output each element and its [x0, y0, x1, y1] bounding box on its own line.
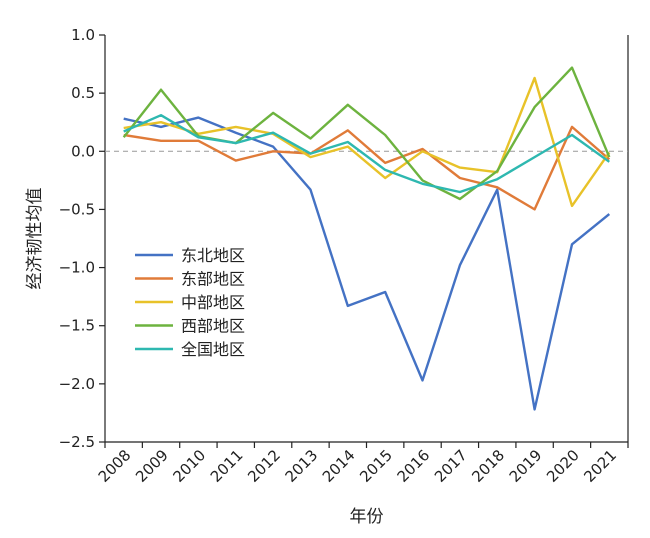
y-tick-label: 0.0: [71, 142, 95, 160]
series-line-1: [123, 116, 611, 411]
y-tick-label: −1.0: [59, 259, 95, 277]
legend-label: 全国地区: [181, 340, 245, 359]
x-tick-label: 2017: [431, 446, 471, 486]
x-tick-label: 2021: [580, 446, 620, 486]
legend-label: 西部地区: [181, 317, 245, 336]
x-tick-label: 2018: [468, 446, 508, 486]
y-tick-label: −2.0: [59, 375, 95, 393]
series-line-5: [123, 113, 611, 194]
series-line-3: [123, 76, 611, 208]
legend-label: 东北地区: [181, 246, 245, 265]
x-tick-label: 2013: [282, 446, 322, 486]
x-tick-label: 2010: [169, 446, 209, 486]
y-axis-label: 经济韧性均值: [25, 188, 45, 290]
series-line-2: [123, 125, 611, 211]
x-tick-label: 2016: [394, 446, 434, 486]
x-tick-label: 2012: [244, 446, 284, 486]
x-tick-label: 2008: [95, 446, 135, 486]
y-tick-label: −0.5: [59, 200, 95, 218]
x-axis-label: 年份: [350, 507, 384, 527]
y-tick-label: 0.5: [71, 84, 95, 102]
y-tick-label: −1.5: [59, 317, 95, 335]
legend-label: 中部地区: [181, 293, 245, 312]
x-tick-label: 2009: [132, 446, 172, 486]
x-tick-label: 2011: [207, 446, 247, 486]
x-tick-label: 2019: [506, 446, 546, 486]
x-tick-label: 2015: [356, 446, 396, 486]
legend-label: 东部地区: [181, 270, 245, 289]
x-tick-label: 2020: [543, 446, 583, 486]
x-tick-label: 2014: [319, 446, 359, 486]
y-tick-label: −2.5: [59, 433, 95, 451]
y-tick-label: 1.0: [71, 26, 95, 44]
series-lines: [122, 66, 611, 411]
